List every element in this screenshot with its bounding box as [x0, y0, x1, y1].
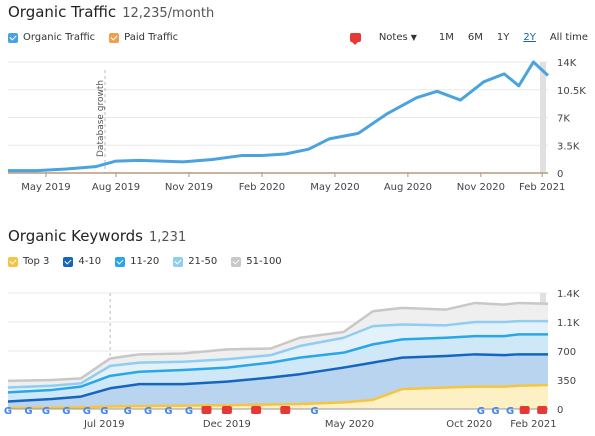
x-tick-label: May 2020	[325, 419, 374, 430]
series-line-51-100	[7, 301, 549, 383]
x-tick-label: Feb 2021	[510, 419, 556, 430]
y-tick-label: 10.5K	[557, 86, 586, 97]
legend-item-51-100[interactable]: 51-100	[231, 256, 282, 267]
range-selector: Notes ▼ 1M 6M 1Y 2Y All time	[336, 32, 588, 45]
traffic-title: Organic Traffic 12,235/month	[8, 3, 214, 21]
checkbox-icon[interactable]	[173, 256, 184, 267]
google-update-icon: G	[477, 406, 485, 417]
legend-label: 51-100	[246, 256, 282, 267]
traffic-legend: Organic Traffic Paid Traffic	[8, 32, 192, 43]
y-tick-label: 1.4K	[557, 289, 580, 300]
google-update-icon: G	[42, 406, 50, 417]
google-update-icon: G	[83, 406, 91, 417]
google-update-icon: G	[4, 406, 12, 417]
y-tick-label: 700	[557, 347, 576, 358]
keywords-legend: Top 3 4-10 11-20 21-50 51-100	[8, 256, 296, 267]
x-tick-label: Aug 2019	[92, 182, 140, 193]
x-tick-label: Nov 2019	[165, 182, 213, 193]
note-icon	[221, 406, 232, 414]
legend-label: 11-20	[130, 256, 160, 267]
y-tick-label: 7K	[557, 114, 570, 125]
x-tick-label: Nov 2020	[457, 182, 505, 193]
y-tick-label: 3.5K	[557, 141, 580, 152]
checkbox-icon[interactable]	[231, 256, 242, 267]
note-icon	[280, 406, 291, 414]
legend-item-organic-traffic[interactable]: Organic Traffic	[8, 32, 95, 43]
traffic-title-label: Organic Traffic	[8, 3, 117, 21]
note-icon	[537, 406, 548, 414]
checkbox-icon[interactable]	[8, 256, 18, 267]
y-tick-label: 350	[557, 376, 576, 387]
range-6m[interactable]: 6M	[467, 32, 483, 43]
legend-item-21-50[interactable]: 21-50	[173, 256, 217, 267]
notes-label: Notes	[378, 32, 408, 43]
range-2y[interactable]: 2Y	[523, 32, 536, 43]
series-area-top3	[8, 384, 548, 409]
checkbox-icon[interactable]	[115, 256, 126, 267]
legend-label: Organic Traffic	[23, 32, 96, 43]
google-update-icon: G	[506, 406, 514, 417]
checkbox-icon[interactable]	[63, 256, 74, 267]
legend-item-paid-traffic[interactable]: Paid Traffic	[109, 32, 178, 43]
legend-label: 4-10	[78, 256, 102, 267]
checkbox-icon[interactable]	[109, 32, 120, 43]
legend-item-top3[interactable]: Top 3	[8, 256, 49, 267]
legend-label: 21-50	[188, 256, 218, 267]
organic-keywords-chart[interactable]: 1.4K 1.1K 700 350 0 Jul 2019 Dec 2019 May 2020 O…	[0, 280, 595, 436]
x-tick-label: May 2019	[21, 182, 70, 193]
x-tick-label: Dec 2019	[203, 419, 251, 430]
chevron-down-icon: ▼	[410, 33, 417, 42]
range-1y[interactable]: 1Y	[496, 32, 510, 43]
keywords-title-label: Organic Keywords	[8, 227, 143, 245]
legend-label: Top 3	[23, 256, 50, 267]
series-line-4-10	[7, 353, 548, 403]
google-update-icon: G	[144, 406, 152, 417]
google-update-icon: G	[100, 406, 108, 417]
google-update-icon: G	[24, 406, 32, 417]
range-handle	[540, 62, 546, 173]
x-tick-label: Feb 2020	[239, 182, 285, 193]
google-update-icon: G	[164, 406, 172, 417]
range-all-time[interactable]: All time	[549, 32, 588, 43]
series-line-top3	[7, 383, 549, 410]
y-tick-label: 0	[557, 169, 563, 180]
keywords-title: Organic Keywords 1,231	[8, 227, 186, 245]
legend-label: Paid Traffic	[124, 32, 179, 43]
note-icon	[349, 33, 361, 45]
x-tick-label: May 2020	[310, 182, 359, 193]
legend-item-11-20[interactable]: 11-20	[115, 256, 159, 267]
keywords-subtitle: 1,231	[149, 230, 187, 245]
series-line-organic-traffic	[8, 60, 550, 173]
y-tick-label: 14K	[557, 58, 577, 69]
organic-traffic-chart[interactable]: 14K 10.5K 7K 3.5K 0 May 2019 Aug 2019 Nov 2019 F…	[0, 52, 595, 197]
series-line-21-50	[7, 319, 548, 389]
series-line-11-20	[7, 333, 548, 394]
legend-item-4-10[interactable]: 4-10	[63, 256, 101, 267]
traffic-subtitle: 12,235/month	[122, 6, 215, 21]
google-update-icon: G	[62, 406, 70, 417]
notes-button[interactable]: Notes ▼	[336, 32, 417, 45]
x-tick-label: Jul 2019	[83, 419, 125, 430]
google-update-icon: G	[491, 406, 499, 417]
x-tick-label: Feb 2021	[519, 182, 565, 193]
note-icon	[519, 406, 530, 414]
annotation-label: Database growth	[96, 80, 106, 157]
x-tick-label: Aug 2020	[384, 182, 432, 193]
note-icon	[251, 406, 262, 414]
checkbox-icon[interactable]	[8, 32, 18, 43]
range-1m[interactable]: 1M	[438, 32, 454, 43]
google-update-icon: G	[310, 406, 318, 417]
y-tick-label: 1.1K	[557, 318, 580, 329]
google-update-icon: G	[124, 406, 132, 417]
note-icon	[201, 406, 212, 414]
google-update-icon: G	[185, 406, 193, 417]
x-tick-label: Oct 2020	[446, 419, 492, 430]
y-tick-label: 0	[557, 405, 563, 416]
